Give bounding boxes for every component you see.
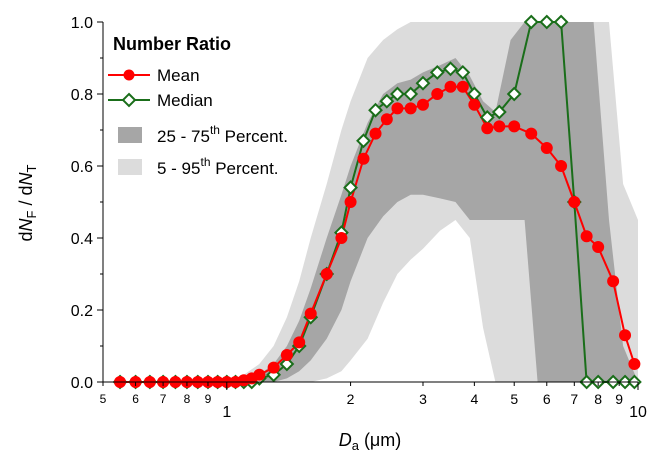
legend-25-75-label: 25 - 75th Percent. [157, 123, 288, 146]
axes: 0.00.20.40.60.81.01 105 6 7 8 9 2 3 4 5 6 7 8 9 [71, 15, 647, 421]
x-minor-tick-label: 9 [615, 391, 623, 407]
median-point [279, 356, 295, 372]
mean-point [592, 241, 605, 253]
median-point [455, 64, 471, 80]
x-minor-tick-label: 5 [100, 392, 107, 406]
mean-point [444, 80, 457, 93]
y-axis-label: dNF / dNT [16, 164, 39, 241]
mean-point [320, 268, 333, 280]
y-tick-label: 0.8 [71, 87, 93, 104]
legend-25-75-swatch [118, 127, 142, 143]
x-minor-tick-label: 9 [205, 392, 212, 406]
mean-point [380, 113, 393, 126]
x-minor-tick-label: 7 [570, 391, 578, 407]
mean-point [628, 358, 641, 370]
mean-point [619, 329, 632, 342]
x-minor-tick-label: 6 [543, 391, 551, 407]
median-point [379, 93, 395, 109]
mean-point [304, 307, 317, 320]
mean-point [508, 120, 521, 133]
legend-title: Number Ratio [113, 34, 231, 54]
x-major-tick-label: 1 [222, 404, 231, 421]
mean-point [540, 142, 553, 154]
mean-point [267, 361, 280, 374]
mean-point [456, 80, 469, 93]
legend-5-95-swatch [118, 159, 142, 175]
mean-point [369, 127, 382, 140]
median-point [390, 86, 405, 102]
x-axis-label: Da (μm) [339, 430, 402, 450]
x-minor-tick-label: 2 [347, 391, 355, 407]
mean-point [293, 336, 306, 349]
y-tick-label: 1.0 [71, 15, 93, 32]
mean-point [607, 275, 620, 288]
median-point [491, 104, 507, 120]
mean-point [253, 368, 266, 381]
x-minor-tick-label: 4 [470, 391, 478, 407]
median-point [343, 180, 358, 196]
axis-titles: Da (μm) dNF / dNT [16, 164, 401, 450]
mean-point [335, 232, 348, 244]
median-point [539, 14, 555, 30]
x-minor-tick-label: 3 [419, 391, 427, 407]
mean-point [404, 102, 417, 115]
median-point [368, 102, 383, 118]
mean-point [344, 196, 357, 208]
x-minor-tick-label: 6 [132, 392, 139, 406]
x-minor-tick-label: 7 [160, 392, 167, 406]
mean-point [580, 230, 593, 243]
median-point [403, 86, 419, 102]
y-tick-label: 0.4 [71, 231, 93, 248]
mean-point [568, 196, 581, 208]
mean-point [431, 88, 444, 100]
x-minor-tick-label: 8 [184, 392, 191, 406]
legend-5-95-label: 5 - 95th Percent. [157, 155, 279, 178]
median-point [429, 64, 445, 80]
mean-point [493, 120, 506, 133]
y-tick-label: 0.0 [71, 375, 93, 392]
mean-point [416, 98, 429, 111]
median-point [415, 75, 431, 91]
x-major-tick-label: 10 [629, 404, 647, 421]
median-point [443, 61, 458, 77]
legend-median-marker [121, 92, 137, 108]
legend-mean-marker [123, 69, 135, 81]
mean-point [391, 102, 404, 115]
median-point [356, 133, 371, 149]
mean-point [357, 152, 370, 165]
mean-point [555, 160, 568, 172]
x-minor-tick-label: 5 [510, 391, 518, 407]
y-tick-label: 0.2 [71, 303, 93, 320]
legend-mean-label: Mean [157, 66, 200, 85]
x-minor-tick-label: 8 [594, 391, 602, 407]
mean-point [280, 349, 293, 361]
mean-point [525, 127, 538, 140]
median-point [553, 14, 569, 30]
median-point [523, 14, 539, 30]
legend-median-label: Median [157, 91, 213, 110]
legend: Number Ratio Mean Median 25 - 75th Percent.… [108, 34, 288, 178]
median-point [506, 86, 522, 102]
mean-point [481, 122, 494, 135]
mean-point [468, 98, 481, 111]
y-tick-label: 0.6 [71, 159, 93, 176]
